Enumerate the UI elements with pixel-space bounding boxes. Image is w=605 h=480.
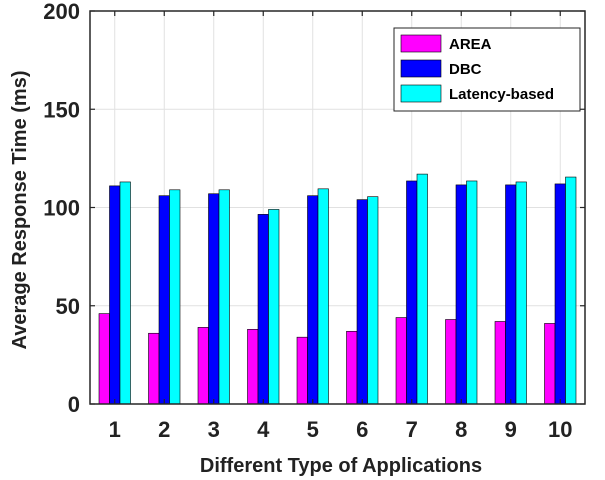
x-tick-label: 2 <box>158 417 170 442</box>
bar-area <box>346 330 358 405</box>
x-axis-label: Different Type of Applications <box>200 455 482 477</box>
y-axis-label: Average Response Time (ms) <box>9 71 31 350</box>
bar-dbc <box>158 195 170 405</box>
legend-label: DBC <box>449 61 482 78</box>
x-tick-label: 7 <box>406 417 418 442</box>
x-tick-label: 6 <box>356 417 368 442</box>
y-tick-label: 150 <box>43 97 80 122</box>
bar-dbc <box>406 180 418 405</box>
x-tick-label: 10 <box>548 417 572 442</box>
bar-dbc <box>208 193 220 405</box>
x-tick-label: 9 <box>505 417 517 442</box>
bar-area <box>395 317 407 405</box>
y-tick-label: 100 <box>43 196 80 221</box>
bar-latency-based <box>268 209 280 405</box>
bar-dbc <box>109 185 121 405</box>
legend-label: AREA <box>449 36 492 53</box>
bar-dbc <box>356 199 368 405</box>
bars <box>98 173 577 405</box>
bar-dbc <box>455 184 467 405</box>
legend-label: Latency-based <box>449 86 554 103</box>
x-tick-label: 8 <box>455 417 467 442</box>
y-tick-label: 0 <box>68 392 80 417</box>
bar-latency-based <box>466 180 478 405</box>
bar-latency-based <box>416 173 428 405</box>
bar-latency-based <box>317 188 329 405</box>
bar-latency-based <box>565 176 577 405</box>
y-tick-label: 50 <box>56 294 80 319</box>
bar-dbc <box>257 214 269 405</box>
bar-latency-based <box>119 181 131 405</box>
bar-latency-based <box>169 189 181 405</box>
bar-area <box>494 321 506 405</box>
bar-latency-based <box>515 181 527 405</box>
x-tick-label: 1 <box>109 417 121 442</box>
bar-area <box>445 319 457 405</box>
bar-area <box>247 329 259 405</box>
legend-swatch <box>400 34 442 53</box>
legend-swatch <box>400 84 442 103</box>
legend-swatch <box>400 59 442 78</box>
bar-dbc <box>505 184 517 405</box>
bar-dbc <box>554 183 566 405</box>
bar-area <box>148 332 160 405</box>
bar-area <box>98 313 110 405</box>
bar-dbc <box>307 195 319 405</box>
legend: AREA DBC Latency-based <box>393 27 581 112</box>
bar-area <box>296 336 308 405</box>
bar-area <box>544 323 556 405</box>
y-tick-label: 200 <box>43 0 80 24</box>
bar-latency-based <box>218 189 230 405</box>
x-tick-label: 5 <box>307 417 319 442</box>
bar-latency-based <box>367 196 379 405</box>
x-tick-label: 3 <box>208 417 220 442</box>
bar-area <box>197 327 209 405</box>
x-tick-label: 4 <box>257 417 270 442</box>
